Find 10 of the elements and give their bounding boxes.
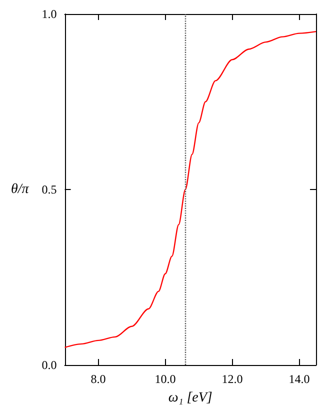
x-tick-label: 10.0	[154, 372, 176, 386]
x-axis-title: ω₁ [eV]	[168, 390, 212, 406]
y-tick-label: 1.0	[42, 7, 57, 21]
line-series	[64, 30, 317, 348]
x-tick-label: 8.0	[90, 372, 106, 386]
y-tick-label: 0.5	[42, 182, 57, 196]
y-tick-label: 0.0	[42, 358, 57, 372]
x-tick-label: 14.0	[288, 372, 310, 386]
y-axis-title: θ/π	[11, 182, 30, 197]
x-tick-label: 12.0	[222, 372, 243, 386]
